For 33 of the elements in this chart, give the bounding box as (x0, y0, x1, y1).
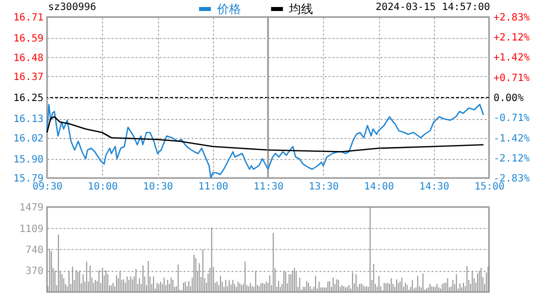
chart-title: 2024-03-15 14:57:00 (376, 2, 490, 13)
text: 0.00% (494, 93, 524, 104)
y-tick-label: 16.71 (13, 12, 44, 24)
text: +2.12% (494, 32, 530, 44)
y-tick-label: 16.25 (13, 93, 44, 104)
legend-label: 均线 (288, 2, 313, 16)
y-tick-label: 16.37 (13, 72, 44, 83)
text: +1.42% (494, 52, 530, 64)
x-tick-label: 11:00 (198, 182, 228, 192)
text: +2.83% (494, 12, 530, 24)
x-tick-label: 15:00 (474, 182, 505, 192)
y-tick-label: 16.13 (13, 114, 44, 125)
y-tick-label: 15.90 (13, 154, 44, 166)
y-tick-label: 1479 (19, 202, 44, 214)
y-tick-label: 1109 (19, 224, 44, 235)
y-tick-label: 16.02 (13, 133, 44, 144)
y-tick-label: 370 (25, 266, 44, 278)
x-tick-label: 14:00 (364, 182, 394, 192)
x-tick-label: 10:30 (142, 182, 174, 192)
text: +0.71% (494, 72, 530, 84)
text: -2.12% (494, 153, 530, 164)
y-tick-label: 740 (25, 244, 44, 256)
x-tick-label: 09:30 (32, 182, 63, 192)
y-tick-label: 16.48 (13, 52, 44, 64)
chart-title: sz300996 (48, 2, 96, 13)
x-tick-label: 11:30 (253, 182, 284, 192)
text: -1.42% (494, 133, 530, 144)
y-tick-label: 16.59 (13, 34, 44, 44)
x-tick-label: 10:00 (88, 182, 118, 192)
text: -0.71% (494, 113, 530, 124)
x-tick-label: 14:30 (419, 182, 450, 192)
x-tick-label: 13:30 (308, 182, 339, 192)
legend-label: 价格 (216, 2, 241, 16)
